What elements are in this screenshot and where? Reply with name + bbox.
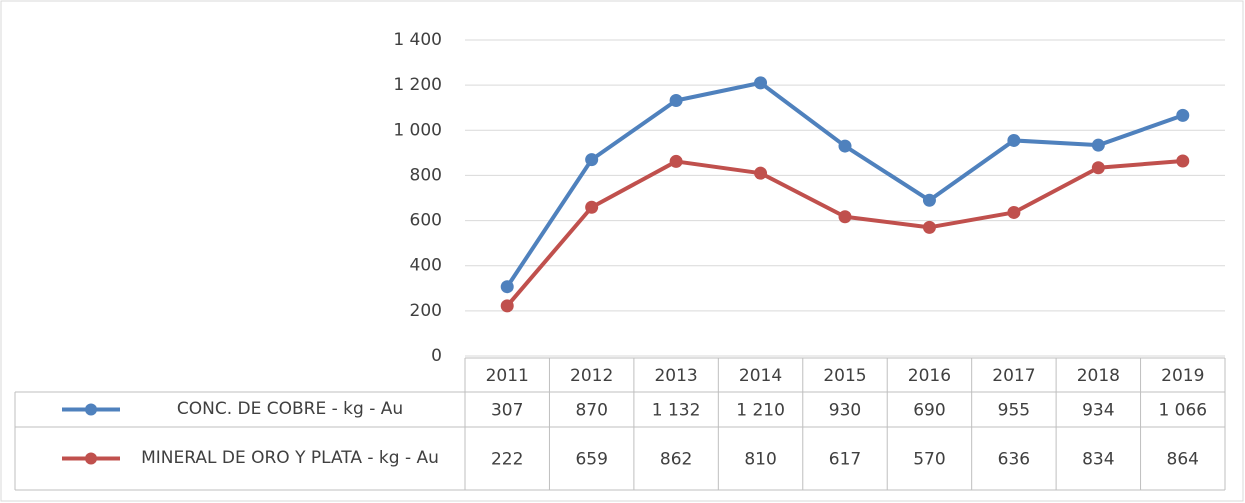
y-tick-label: 800 — [410, 165, 442, 185]
x-tick-label: 2012 — [570, 366, 613, 386]
y-tick-label: 200 — [410, 301, 442, 321]
data-point — [1007, 133, 1021, 147]
x-tick-label: 2015 — [823, 366, 866, 386]
table-value: 690 — [913, 401, 945, 421]
data-point — [922, 220, 936, 234]
data-point — [754, 166, 768, 180]
data-point — [922, 193, 936, 207]
data-point — [669, 93, 683, 107]
table-value: 930 — [829, 401, 861, 421]
x-tick-label: 2018 — [1077, 366, 1120, 386]
legend-cell: CONC. DE COBRE - kg - Au — [176, 399, 404, 419]
data-point — [754, 76, 768, 90]
y-tick-label: 0 — [431, 346, 442, 366]
data-point — [1176, 154, 1190, 168]
y-tick-label: 1 400 — [393, 30, 442, 50]
legend-marker — [85, 403, 97, 416]
table-value: 222 — [491, 450, 523, 470]
table-value: 934 — [1082, 401, 1114, 421]
table-value: 862 — [660, 450, 692, 470]
table-value: 570 — [913, 450, 945, 470]
table-value: 659 — [575, 450, 607, 470]
x-tick-label: 2013 — [654, 366, 697, 386]
legend-cell: MINERAL DE ORO Y PLATA - kg - Au — [141, 448, 439, 468]
data-point — [1091, 138, 1105, 152]
y-tick-label: 1 200 — [393, 75, 442, 95]
y-tick-label: 600 — [410, 211, 442, 231]
table-value: 1 066 — [1158, 401, 1207, 421]
x-tick-label: 2017 — [992, 366, 1035, 386]
x-tick-label: 2011 — [486, 366, 529, 386]
table-value: 810 — [744, 450, 776, 470]
table-value: 636 — [998, 450, 1030, 470]
data-point — [1007, 205, 1021, 219]
data-point — [500, 299, 514, 313]
data-point — [585, 153, 599, 167]
x-tick-label: 2016 — [908, 366, 951, 386]
table-value: 1 210 — [736, 401, 785, 421]
table-value: 834 — [1082, 450, 1114, 470]
table-value: 955 — [998, 401, 1030, 421]
data-point — [669, 154, 683, 168]
table-value: 870 — [575, 401, 607, 421]
legend-marker — [85, 452, 97, 465]
data-point — [500, 280, 514, 294]
x-tick-label: 2014 — [739, 366, 782, 386]
legend-label: CONC. DE COBRE - kg - Au — [176, 399, 404, 419]
data-point — [1091, 161, 1105, 175]
data-point — [838, 210, 852, 224]
data-point — [838, 139, 852, 153]
table-value: 864 — [1167, 450, 1199, 470]
table-value: 1 132 — [652, 401, 701, 421]
y-tick-label: 400 — [410, 256, 442, 276]
x-tick-label: 2019 — [1161, 366, 1204, 386]
legend-label: MINERAL DE ORO Y PLATA - kg - Au — [141, 448, 439, 468]
y-tick-label: 1 000 — [393, 120, 442, 140]
data-point — [585, 200, 599, 214]
table-value: 617 — [829, 450, 861, 470]
table-value: 307 — [491, 401, 523, 421]
data-point — [1176, 108, 1190, 122]
